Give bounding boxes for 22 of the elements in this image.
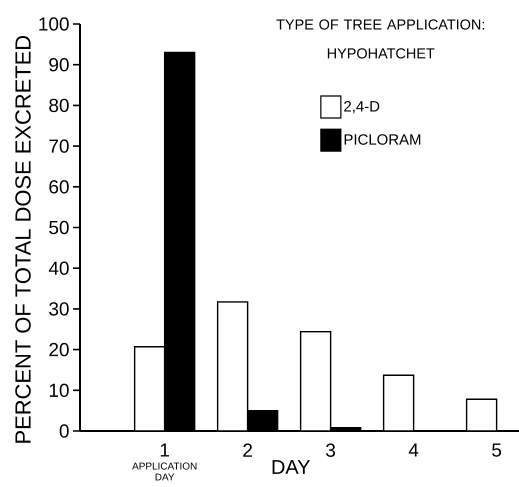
y-tick-label: 90 [49, 58, 69, 72]
x-axis-title: DAY [272, 460, 310, 474]
y-tick-label: 80 [49, 98, 69, 112]
y-tick-label: 40 [48, 261, 69, 275]
text: TYPE OF TREE APPLICATION: HYPOHATCHET [276, 19, 484, 58]
y-tick-label: 100 [39, 17, 69, 31]
y-axis-title: PERCENT OF TOTAL DOSE EXCRETED [15, 36, 31, 443]
y-tick-label: 60 [49, 180, 69, 194]
y-tick-label: 70 [49, 139, 69, 153]
x-tick-label: 4 [408, 444, 418, 457]
legend-label: PICLORAM [344, 134, 420, 145]
x-tick-label: 3 [326, 444, 336, 457]
y-tick-label: 20 [49, 342, 69, 356]
x-tick-label: 2 [243, 444, 252, 457]
y-tick-label: 30 [49, 302, 69, 316]
x-tick-label: 5 [492, 444, 502, 457]
y-tick-label: 10 [50, 384, 69, 398]
x-tick-label: 1 [160, 444, 169, 457]
y-tick-label: 0 [60, 424, 69, 438]
text: APPLICATION DAY [132, 462, 196, 480]
y-tick-label: 50 [49, 220, 69, 234]
legend-label: 2,4-D [344, 101, 380, 114]
